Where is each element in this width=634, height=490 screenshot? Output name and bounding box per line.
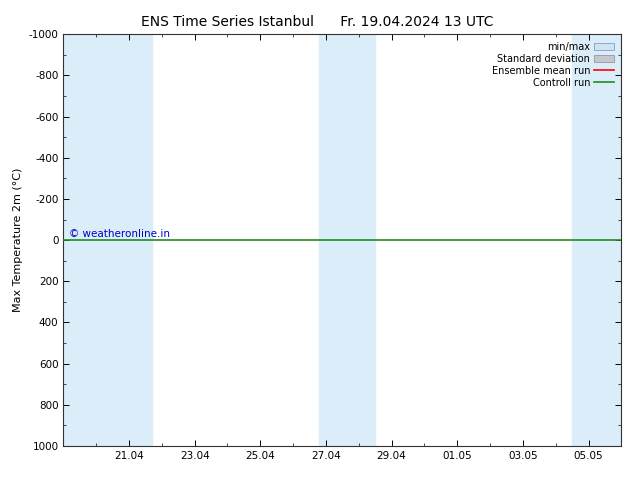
Y-axis label: Max Temperature 2m (°C): Max Temperature 2m (°C) <box>13 168 23 312</box>
Bar <box>572 34 621 446</box>
Legend: min/max, Standard deviation, Ensemble mean run, Controll run: min/max, Standard deviation, Ensemble me… <box>489 39 616 91</box>
Text: ENS Time Series Istanbul      Fr. 19.04.2024 13 UTC: ENS Time Series Istanbul Fr. 19.04.2024 … <box>141 15 493 29</box>
Bar <box>320 34 375 446</box>
Bar <box>63 34 152 446</box>
Text: © weatheronline.in: © weatheronline.in <box>69 229 170 239</box>
